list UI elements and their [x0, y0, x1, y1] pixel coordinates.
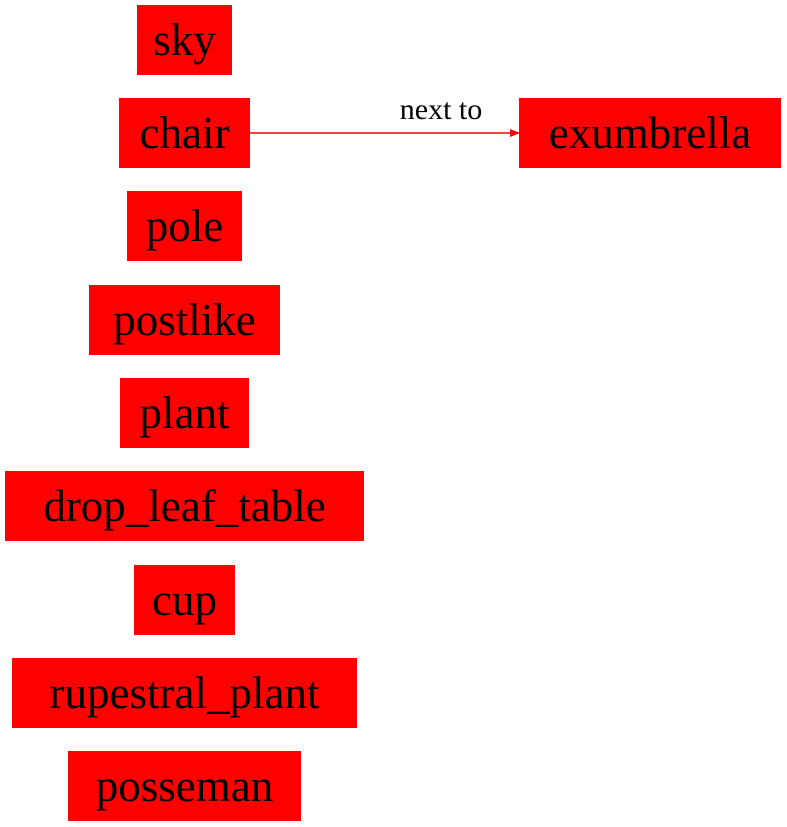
node-cup: cup	[134, 565, 235, 635]
node-plant: plant	[120, 378, 249, 448]
node-drop-leaf-table: drop_leaf_table	[5, 471, 364, 541]
node-pole: pole	[127, 191, 242, 261]
edge-label-next-to: next to	[400, 93, 483, 126]
node-rupestral-plant: rupestral_plant	[12, 658, 357, 728]
node-chair: chair	[119, 98, 250, 168]
node-posseman: posseman	[68, 751, 301, 821]
node-exumbrella: exumbrella	[519, 98, 781, 168]
node-sky: sky	[137, 5, 232, 75]
node-postlike: postlike	[89, 285, 280, 355]
